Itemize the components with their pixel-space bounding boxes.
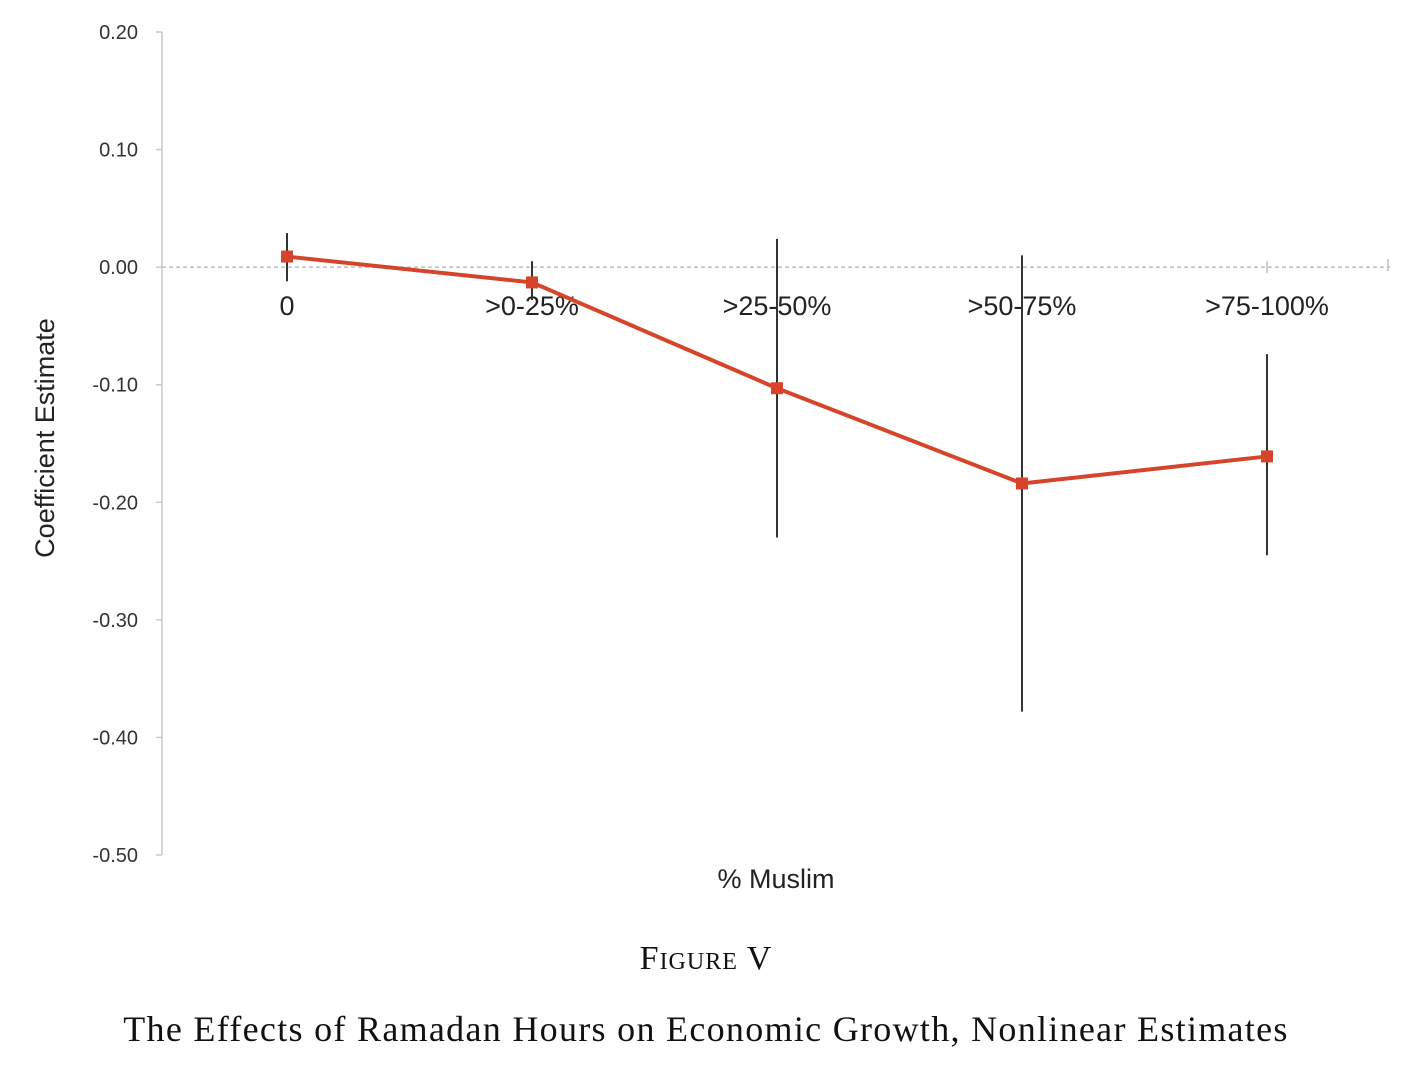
y-tick-label: 0.00 (99, 257, 138, 279)
data-point (526, 276, 538, 289)
data-point (1016, 477, 1028, 490)
x-category-label: 0 (279, 291, 294, 321)
coefficient-chart: 0.200.100.00-0.10-0.20-0.30-0.40-0.50 0 >… (30, 22, 1390, 894)
figure-label: Figure V (639, 940, 773, 977)
figure-title: The Effects of Ramadan Hours on Economic… (123, 1009, 1289, 1049)
x-category-label: >75-100% (1205, 291, 1329, 321)
data-point-markers (281, 250, 1273, 490)
y-tick-label: -0.40 (92, 727, 138, 749)
y-tick-label: -0.50 (92, 845, 138, 867)
data-point (771, 382, 783, 395)
y-tick-label: 0.20 (99, 22, 138, 44)
y-axis-ticks: 0.20 0.10 0.00 -0.10 -0.20 -0.30 -0.40 -0.50 (92, 22, 162, 867)
y-tick-label: -0.20 (92, 492, 138, 514)
y-tick-label: 0.10 (99, 140, 138, 162)
x-axis-title: % Muslim (717, 864, 834, 894)
y-tick-label: -0.30 (92, 610, 138, 632)
y-tick-label: -0.10 (92, 375, 138, 397)
x-category-labels: 0 >0-25% >25-50% >50-75% >75-100% (279, 291, 1328, 321)
data-point (1261, 450, 1273, 463)
data-point (281, 250, 293, 263)
y-axis-title: Coefficient Estimate (30, 318, 60, 558)
